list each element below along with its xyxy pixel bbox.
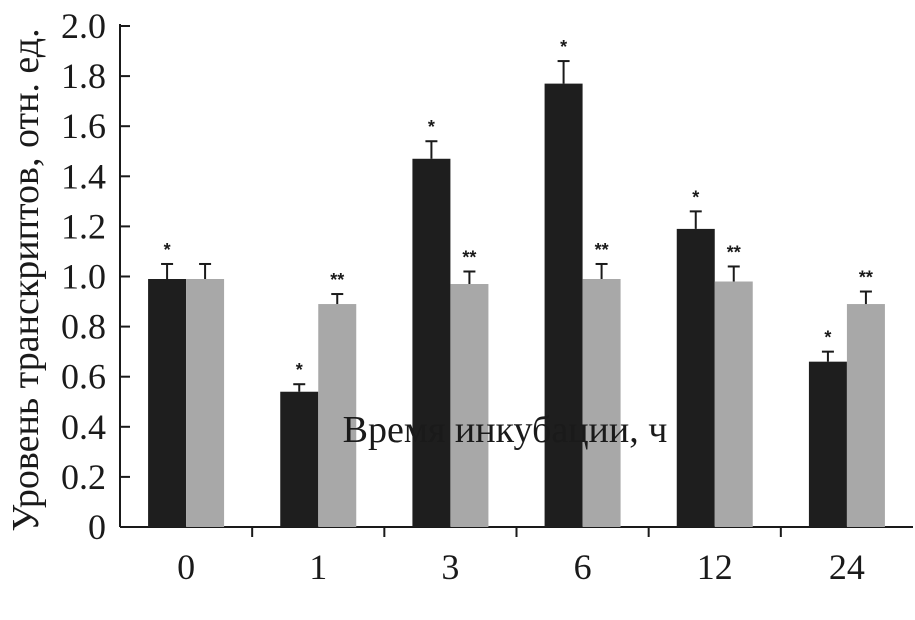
bar — [148, 279, 187, 527]
significance-mark: * — [428, 117, 435, 137]
bar — [544, 83, 583, 528]
y-tick-labels: 0 0.2 0.4 0.6 0.8 1.0 1.2 1.4 1.6 1.8 2.0 — [61, 6, 106, 547]
significance-mark: * — [164, 240, 171, 260]
significance-mark: * — [692, 187, 699, 207]
significance-mark: ** — [859, 268, 873, 288]
bars — [148, 83, 885, 528]
bar — [186, 279, 225, 527]
y-tick-label: 1.2 — [61, 206, 106, 246]
y-tick-label: 2.0 — [61, 6, 106, 46]
significance-mark: * — [296, 360, 303, 380]
y-axis-title: Уровень транскриптов, отн. ед. — [5, 28, 47, 531]
x-tick-label: 12 — [697, 547, 733, 587]
x-tick-label: 3 — [441, 547, 459, 587]
y-tick-label: 1.4 — [61, 156, 106, 196]
x-tick-label: 1 — [309, 547, 327, 587]
y-tick-label: 0.4 — [61, 407, 106, 447]
bar — [846, 304, 885, 527]
x-tick-labels: 0 1 3 6 12 24 — [177, 547, 865, 587]
x-tick-label: 24 — [829, 547, 865, 587]
significance-mark: ** — [462, 247, 476, 267]
axes — [119, 24, 913, 537]
x-tick-label: 0 — [177, 547, 195, 587]
y-tick-label: 0.2 — [61, 457, 106, 497]
significance-mark: * — [824, 328, 831, 348]
y-tick-label: 1.6 — [61, 106, 106, 146]
significance-mark: ** — [330, 270, 344, 290]
y-tick-label: 0 — [88, 507, 106, 547]
x-tick-label: 6 — [574, 547, 592, 587]
bar — [714, 281, 753, 527]
error-bars — [161, 60, 872, 392]
bar — [808, 361, 847, 527]
bar — [280, 391, 319, 527]
bar — [676, 228, 715, 527]
bar — [412, 158, 451, 527]
significance-mark: * — [560, 37, 567, 57]
y-tick-label: 0.8 — [61, 307, 106, 347]
significance-mark: ** — [595, 240, 609, 260]
x-axis-title: Время инкубации, ч — [343, 409, 668, 451]
y-tick-label: 1.8 — [61, 56, 106, 96]
y-tick-label: 1.0 — [61, 257, 106, 297]
significance-marks: ********** ** **** — [164, 37, 873, 380]
bar — [450, 284, 489, 527]
y-tick-label: 0.6 — [61, 357, 106, 397]
bar — [582, 279, 621, 527]
bar — [318, 304, 357, 527]
significance-mark: ** — [727, 242, 741, 262]
